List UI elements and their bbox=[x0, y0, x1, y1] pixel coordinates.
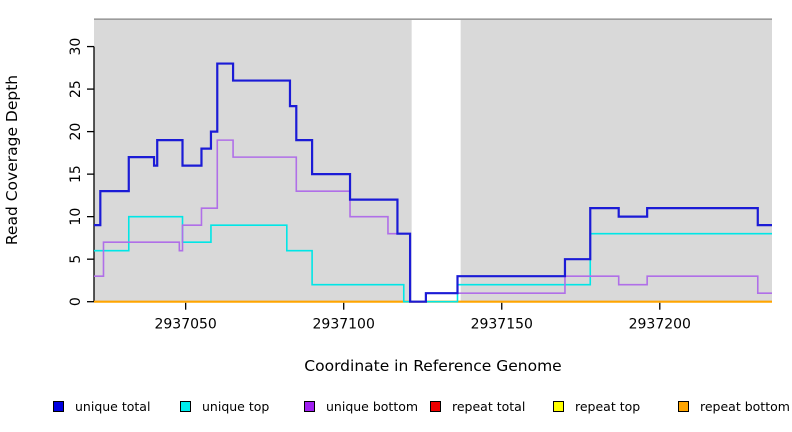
y-tick-label: 0 bbox=[68, 297, 84, 306]
legend-item-repeat-total: repeat total bbox=[430, 399, 525, 414]
plot-panel bbox=[94, 18, 772, 303]
x-tick-label: 2937150 bbox=[471, 317, 533, 333]
legend-item-unique-bottom: unique bottom bbox=[304, 399, 418, 414]
panel-background-left bbox=[94, 18, 412, 303]
legend-swatch bbox=[678, 401, 689, 412]
legend-label: unique total bbox=[75, 399, 151, 414]
x-tick-label: 2937050 bbox=[154, 317, 216, 333]
legend: unique total unique top unique bottom repea… bbox=[0, 399, 792, 423]
y-tick-label: 15 bbox=[68, 165, 84, 183]
y-tick-label: 30 bbox=[68, 38, 84, 56]
panel-background-right bbox=[460, 18, 772, 303]
series-unique-top bbox=[94, 215, 772, 303]
y-tick-label: 5 bbox=[68, 255, 84, 264]
legend-swatch bbox=[53, 401, 64, 412]
legend-label: unique bottom bbox=[326, 399, 419, 414]
x-tick-label: 2937200 bbox=[629, 317, 691, 333]
axes: 0 5 10 15 20 25 30 2937050 2937100 2937150 2937200 bbox=[68, 38, 691, 333]
y-tick-label: 25 bbox=[68, 80, 84, 98]
legend-swatch bbox=[430, 401, 441, 412]
legend-swatch bbox=[304, 401, 315, 412]
legend-label: repeat total bbox=[452, 399, 526, 414]
legend-item-unique-top: unique top bbox=[180, 399, 269, 414]
y-tick-label: 10 bbox=[68, 208, 84, 226]
y-axis-title: Read Coverage Depth bbox=[3, 75, 21, 245]
data-series bbox=[94, 62, 772, 303]
series-unique-bottom bbox=[94, 139, 772, 303]
legend-label: unique top bbox=[202, 399, 270, 414]
legend-item-unique-total: unique total bbox=[53, 399, 150, 414]
x-tick-label: 2937100 bbox=[313, 317, 375, 333]
legend-item-repeat-top: repeat top bbox=[553, 399, 640, 414]
legend-item-repeat-bottom: repeat bottom bbox=[678, 399, 790, 414]
legend-swatch bbox=[180, 401, 191, 412]
legend-label: repeat top bbox=[575, 399, 641, 414]
legend-label: repeat bottom bbox=[700, 399, 790, 414]
x-axis-title: Coordinate in Reference Genome bbox=[304, 357, 561, 375]
y-tick-label: 20 bbox=[68, 123, 84, 141]
legend-swatch bbox=[553, 401, 564, 412]
series-unique-total bbox=[94, 62, 772, 303]
